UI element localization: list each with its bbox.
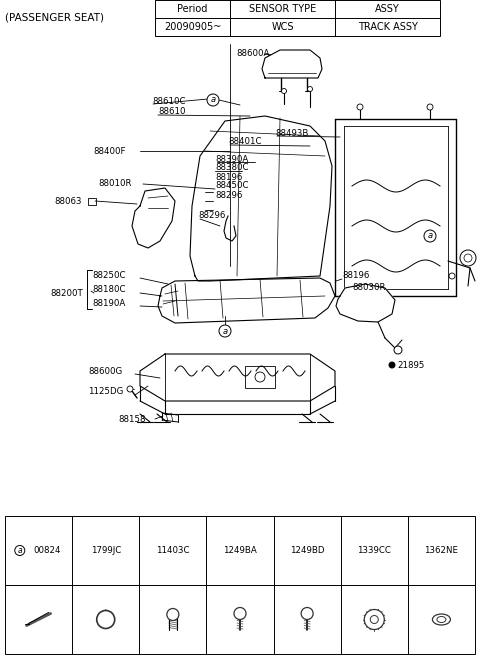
Circle shape — [424, 230, 436, 242]
Circle shape — [234, 607, 246, 619]
Text: 88401C: 88401C — [228, 138, 262, 146]
Circle shape — [255, 372, 265, 382]
Text: 88390A: 88390A — [215, 155, 248, 163]
Text: a: a — [17, 546, 22, 555]
Text: 1249BA: 1249BA — [223, 546, 257, 555]
Text: Period: Period — [177, 4, 208, 14]
Circle shape — [370, 615, 378, 623]
Text: 88196: 88196 — [215, 173, 242, 182]
Bar — [5, 516, 475, 654]
Circle shape — [167, 609, 179, 621]
Text: 20090905~: 20090905~ — [164, 22, 221, 32]
Text: a: a — [427, 232, 432, 241]
Text: 1799JC: 1799JC — [91, 546, 121, 555]
Text: 88600A: 88600A — [236, 49, 269, 58]
Ellipse shape — [437, 617, 446, 623]
Text: 00824: 00824 — [33, 546, 60, 555]
Circle shape — [127, 386, 133, 392]
Text: 1362NE: 1362NE — [424, 546, 458, 555]
Circle shape — [364, 609, 384, 630]
Text: 88610C: 88610C — [152, 96, 185, 106]
Text: 88296: 88296 — [198, 211, 226, 220]
Text: 88158: 88158 — [118, 415, 145, 424]
Polygon shape — [336, 284, 395, 322]
Bar — [155, 0, 440, 36]
Text: WCS: WCS — [271, 22, 294, 32]
Text: 88450C: 88450C — [215, 182, 249, 190]
Ellipse shape — [432, 614, 450, 625]
Circle shape — [308, 87, 312, 91]
Text: 88493B: 88493B — [275, 129, 308, 138]
Text: 88180C: 88180C — [92, 285, 125, 295]
Text: 88196: 88196 — [342, 272, 370, 281]
Text: TRACK ASSY: TRACK ASSY — [358, 22, 418, 32]
Text: 88030R: 88030R — [352, 283, 385, 293]
Text: 88610: 88610 — [158, 108, 185, 117]
Text: SENSOR TYPE: SENSOR TYPE — [249, 4, 316, 14]
Text: 11403C: 11403C — [156, 546, 190, 555]
Circle shape — [460, 250, 476, 266]
Circle shape — [449, 273, 455, 279]
Text: 88010R: 88010R — [98, 180, 132, 188]
Bar — [245, 366, 275, 388]
Circle shape — [281, 89, 287, 94]
Text: 1125DG: 1125DG — [88, 386, 123, 396]
Text: ASSY: ASSY — [375, 4, 400, 14]
Text: 88400F: 88400F — [93, 146, 125, 155]
Text: 88250C: 88250C — [92, 272, 125, 281]
Bar — [88, 198, 96, 205]
Circle shape — [96, 611, 115, 628]
Text: 1249BD: 1249BD — [290, 546, 324, 555]
Circle shape — [15, 546, 25, 556]
Text: (PASSENGER SEAT): (PASSENGER SEAT) — [5, 13, 104, 23]
Text: a: a — [210, 96, 216, 104]
Circle shape — [101, 615, 111, 625]
Text: 88600G: 88600G — [88, 367, 122, 375]
Text: 88296: 88296 — [215, 190, 242, 199]
Polygon shape — [158, 278, 335, 323]
Polygon shape — [132, 188, 175, 248]
Text: 88200T: 88200T — [50, 289, 83, 298]
Polygon shape — [190, 116, 332, 281]
Circle shape — [357, 104, 363, 110]
Text: 88063: 88063 — [54, 197, 82, 205]
Circle shape — [207, 94, 219, 106]
Text: 1339CC: 1339CC — [357, 546, 391, 555]
Circle shape — [394, 346, 402, 354]
Circle shape — [301, 607, 313, 619]
Circle shape — [219, 325, 231, 337]
Polygon shape — [140, 354, 335, 401]
Circle shape — [464, 254, 472, 262]
Circle shape — [389, 362, 395, 368]
Text: 21895: 21895 — [397, 361, 424, 371]
Text: a: a — [222, 327, 228, 335]
Polygon shape — [262, 50, 322, 78]
Text: 88380C: 88380C — [215, 163, 249, 173]
Text: 88190A: 88190A — [92, 298, 125, 308]
Circle shape — [427, 104, 433, 110]
